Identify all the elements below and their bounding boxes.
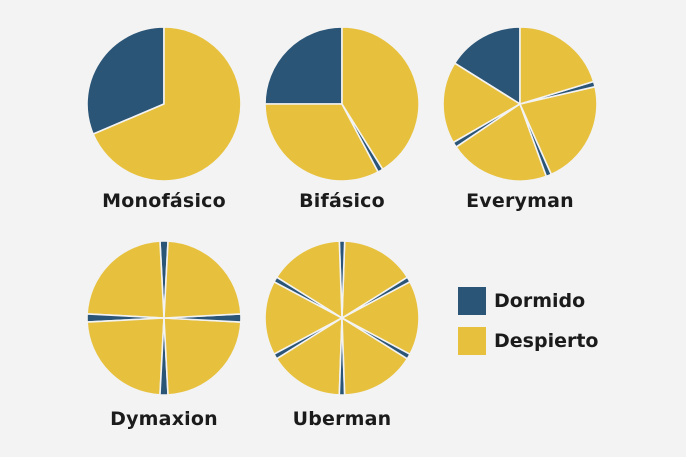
pie-slice-awake bbox=[341, 281, 420, 355]
pie-title-dymaxion: Dymaxion bbox=[110, 408, 218, 430]
pie-chart-1 bbox=[86, 26, 242, 182]
pie-slice-awake bbox=[519, 26, 595, 105]
pie-chart-3 bbox=[442, 26, 598, 182]
pie-chart-4 bbox=[86, 240, 242, 396]
pie-title-monofasico: Monofásico bbox=[102, 190, 226, 212]
pie-chart-2 bbox=[264, 26, 420, 182]
pie-title-bifasico: Bifásico bbox=[299, 190, 385, 212]
legend-label-awake: Despierto bbox=[494, 330, 599, 352]
pie-slice-awake bbox=[455, 103, 548, 182]
pie-slice-awake bbox=[341, 317, 409, 396]
legend-swatch-asleep bbox=[458, 287, 486, 315]
pie-slice-awake bbox=[86, 240, 165, 319]
pie-slice-asleep bbox=[86, 26, 165, 135]
pie-slice-awake bbox=[519, 85, 598, 176]
legend: Dormido Despierto bbox=[458, 287, 598, 367]
pie-slice-awake bbox=[92, 26, 242, 182]
pie-slice-awake bbox=[341, 26, 420, 171]
pie-chart-5 bbox=[264, 240, 420, 396]
legend-item-awake: Despierto bbox=[458, 327, 598, 355]
pie-slice-awake bbox=[163, 317, 242, 396]
pie-slice-awake bbox=[264, 103, 379, 182]
pie-slice-awake bbox=[275, 240, 343, 319]
pie-title-everyman: Everyman bbox=[466, 190, 574, 212]
pie-slice-asleep bbox=[264, 26, 343, 105]
legend-label-asleep: Dormido bbox=[494, 290, 586, 312]
pie-slice-awake bbox=[163, 240, 242, 319]
legend-item-asleep: Dormido bbox=[458, 287, 598, 315]
legend-swatch-awake bbox=[458, 327, 486, 355]
pie-slice-awake bbox=[442, 62, 521, 144]
pie-slice-awake bbox=[275, 317, 343, 396]
pie-slice-awake bbox=[86, 317, 165, 396]
pie-slice-asleep bbox=[453, 26, 521, 105]
pie-title-uberman: Uberman bbox=[292, 408, 392, 430]
pie-slice-awake bbox=[264, 281, 343, 355]
pie-slice-awake bbox=[341, 240, 409, 319]
